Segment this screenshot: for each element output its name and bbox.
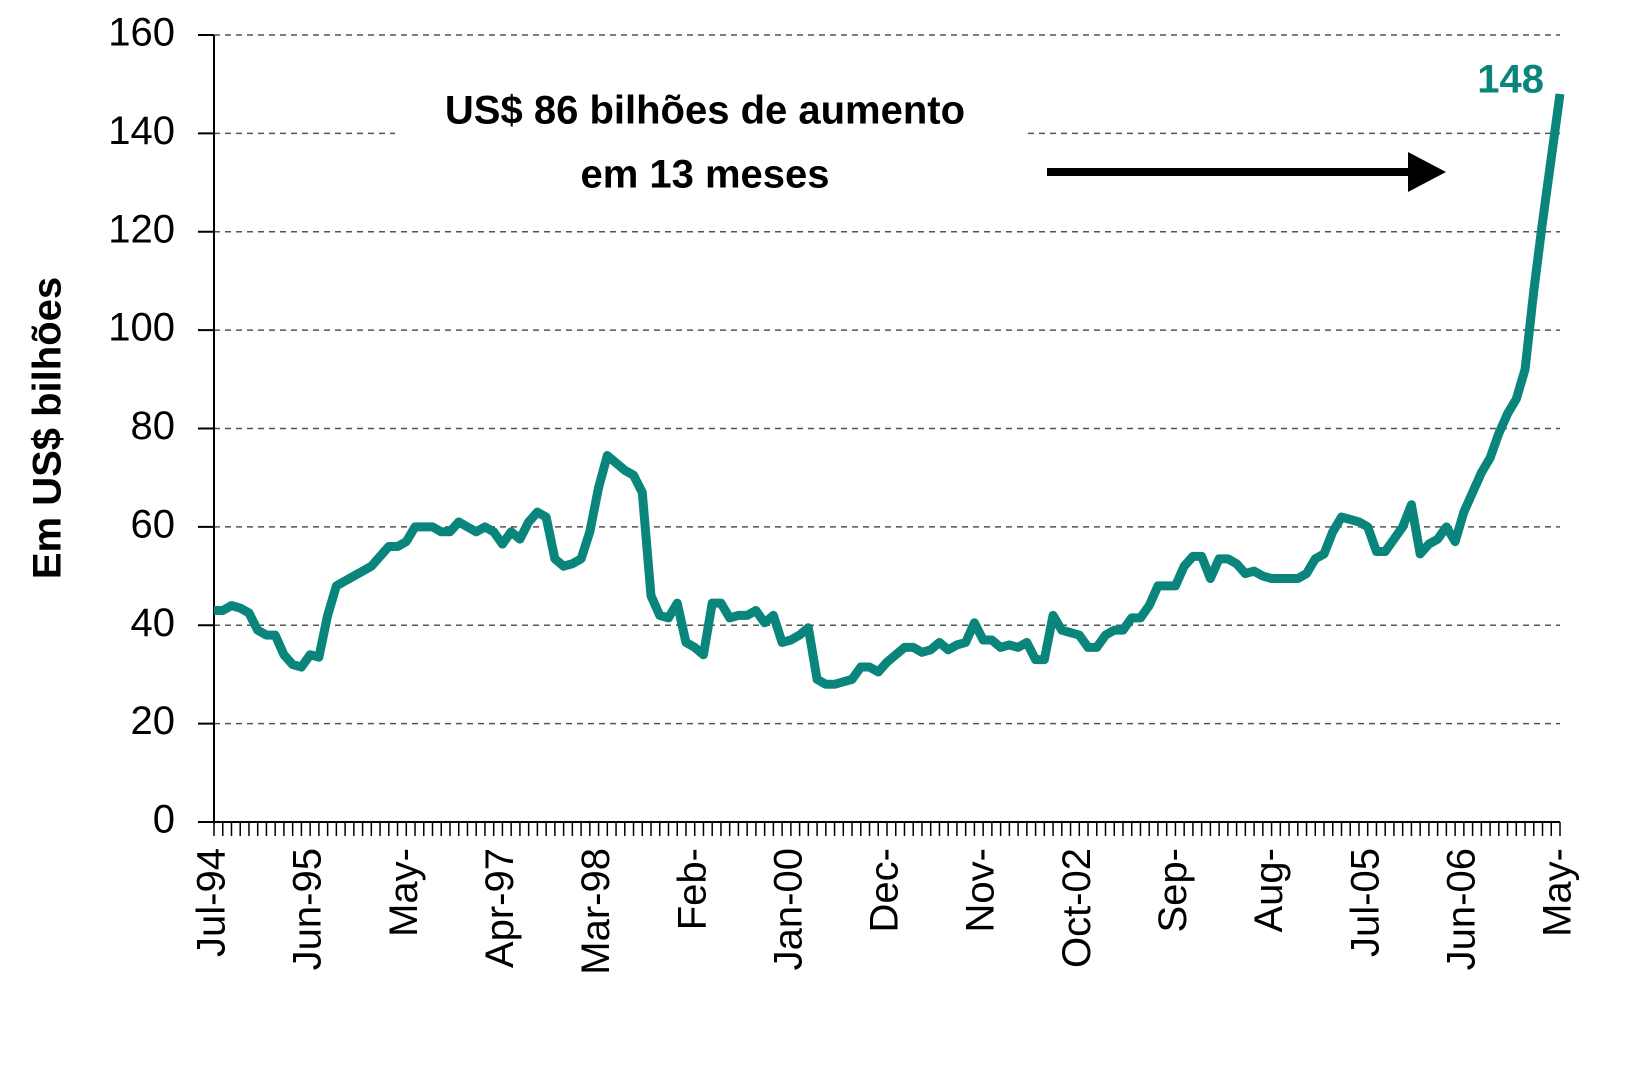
x-tick-label: Dec- (863, 848, 907, 932)
x-tick-label: Apr-97 (478, 848, 522, 968)
y-tick-label: 0 (153, 798, 175, 842)
x-tick-label: Jan-00 (766, 848, 810, 970)
x-tick-label: Jul-05 (1343, 848, 1387, 957)
x-tick-label: Aug- (1247, 848, 1291, 933)
x-tick-label: Feb- (670, 848, 714, 930)
data-label: 148 (1477, 58, 1544, 102)
y-tick-label: 140 (108, 109, 175, 153)
annotation: US$ 86 bilhões de aumento (445, 89, 965, 133)
y-tick-label: 20 (131, 699, 176, 743)
y-tick-label: 40 (131, 601, 176, 645)
x-tick-label: Nov- (959, 848, 1003, 932)
x-tick-label: Oct-02 (1055, 848, 1099, 968)
y-axis-label: Em US$ bilhões (26, 277, 70, 579)
y-tick-label: 60 (131, 502, 176, 546)
y-tick-label: 120 (108, 207, 175, 251)
arrow-head (1408, 152, 1446, 192)
annotation: em 13 meses (580, 153, 829, 197)
annotation-bg (395, 80, 1025, 210)
x-tick-label: Jun-95 (286, 848, 330, 970)
x-tick-label: Sep- (1151, 848, 1195, 933)
x-tick-label: Mar-98 (574, 848, 618, 975)
y-tick-label: 100 (108, 306, 175, 350)
y-tick-label: 160 (108, 11, 175, 55)
x-tick-label: Jul-94 (190, 848, 234, 957)
x-tick-label: May- (382, 848, 426, 937)
y-tick-label: 80 (131, 404, 176, 448)
x-tick-label: Jun-06 (1439, 848, 1483, 970)
x-tick-label: May- (1536, 848, 1580, 937)
data-line (214, 93, 1565, 689)
